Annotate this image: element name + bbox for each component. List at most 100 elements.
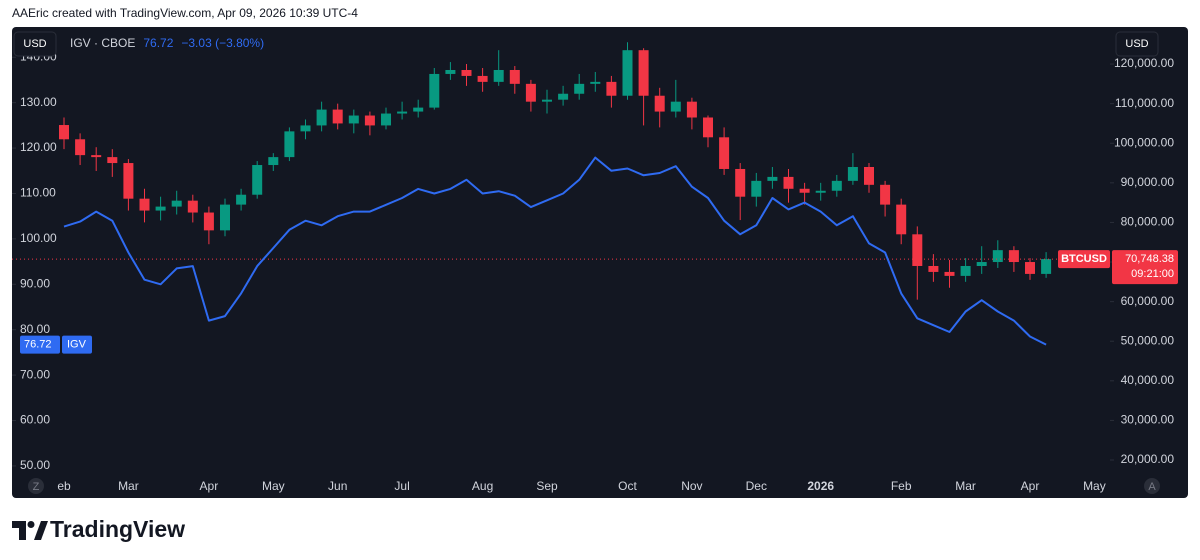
- candle-body: [187, 200, 198, 213]
- y2-tick-label: 30,000.00: [1121, 413, 1175, 427]
- candle-body: [847, 166, 858, 181]
- candle-body: [703, 117, 713, 138]
- x-tick-label: Oct: [618, 479, 637, 493]
- candle-body: [461, 69, 472, 76]
- candle-body: [574, 83, 585, 94]
- symbol-badge-label: BTCUSD: [1061, 253, 1107, 265]
- candle-body: [525, 83, 536, 102]
- legend-change: −3.03 (−3.80%): [181, 36, 264, 50]
- candle-body: [880, 184, 891, 205]
- y2-tick-label: 60,000.00: [1121, 294, 1175, 308]
- y-tick-label: 100.00: [20, 231, 57, 245]
- x-tick-label: 2026: [807, 479, 834, 493]
- y-tick-label: 90.00: [20, 276, 50, 290]
- igv-line: [63, 156, 1047, 346]
- candle-body: [300, 125, 311, 132]
- candle-body: [928, 265, 939, 272]
- symbol-badge: [1058, 250, 1110, 269]
- candle-body: [735, 168, 746, 197]
- candle-body: [477, 75, 488, 82]
- scale-button[interactable]: [1144, 478, 1160, 494]
- candle-body: [976, 262, 987, 266]
- candle-body: [445, 69, 456, 74]
- candle-body: [364, 115, 375, 126]
- y-tick-label: 80.00: [20, 322, 50, 336]
- x-tick-label: Aug: [472, 479, 493, 493]
- candle-body: [1025, 262, 1035, 274]
- candle-body: [622, 50, 633, 96]
- candle-body: [59, 125, 69, 140]
- candle-body: [252, 165, 263, 195]
- candle-body: [638, 50, 649, 96]
- x-tick-label: May: [262, 479, 285, 493]
- candle-body: [509, 69, 520, 84]
- x-tick-label: Apr: [200, 479, 219, 493]
- name-badge-label: IGV: [67, 338, 87, 350]
- candle-body: [815, 190, 826, 193]
- logo-icon: [34, 521, 48, 540]
- scale-button-label[interactable]: Z: [33, 481, 40, 493]
- currency-button[interactable]: [1115, 31, 1159, 57]
- y2-tick-label: 110,000.00: [1115, 96, 1174, 110]
- candle-body: [1041, 259, 1052, 274]
- x-tick-label: Nov: [681, 479, 702, 493]
- price-badge-label: 70,748.38: [1125, 253, 1174, 265]
- value-badge: [20, 335, 60, 354]
- y2-tick-label: 80,000.00: [1121, 215, 1175, 229]
- scale-button[interactable]: [28, 478, 44, 494]
- x-tick-label: Dec: [746, 479, 767, 493]
- candle-body: [316, 109, 327, 126]
- y-tick-label: 60.00: [20, 413, 50, 427]
- y-tick-label: 120.00: [20, 140, 57, 154]
- candle-body: [864, 166, 874, 185]
- y-tick-label: 110.00: [20, 186, 56, 200]
- attribution: AAEric created with TradingView.com, Apr…: [12, 6, 358, 20]
- x-tick-label: May: [1083, 479, 1106, 493]
- logo-icon: [12, 521, 26, 540]
- y2-tick-label: 90,000.00: [1121, 175, 1175, 189]
- x-tick-label: Sep: [536, 479, 558, 493]
- candle-body: [944, 271, 955, 276]
- candle-body: [670, 101, 681, 112]
- logo-icon: [27, 521, 35, 528]
- y-tick-label: 70.00: [20, 367, 50, 381]
- currency-button[interactable]: [13, 31, 57, 57]
- x-tick-label: Mar: [118, 479, 139, 493]
- candle-body: [606, 81, 617, 96]
- candle-body: [236, 194, 247, 205]
- chart-panel: [12, 27, 1188, 498]
- candle-body: [654, 95, 665, 112]
- candle-body: [799, 188, 810, 193]
- value-badge-label: 76.72: [24, 338, 52, 350]
- candle-body: [381, 113, 391, 126]
- candle-body: [75, 139, 86, 156]
- y-tick-label: 50.00: [20, 458, 50, 472]
- candle-body: [107, 157, 118, 164]
- candle-body: [332, 109, 343, 124]
- candle-body: [284, 131, 295, 158]
- currency-right[interactable]: USD: [1125, 38, 1148, 50]
- y-tick-label: 130.00: [20, 95, 57, 109]
- candle-body: [1008, 250, 1019, 263]
- candle-body: [686, 101, 697, 118]
- scale-button-label[interactable]: A: [1148, 481, 1156, 493]
- y2-tick-label: 120,000.00: [1114, 56, 1174, 70]
- candle-body: [493, 69, 504, 82]
- y2-tick-label: 50,000.00: [1121, 333, 1175, 347]
- candle-body: [413, 107, 424, 112]
- candle-body: [203, 212, 214, 231]
- overlay: USD USD IGV · CBOE 76.72 −3.03 (−3.80%): [13, 31, 1159, 57]
- candle-body: [558, 93, 569, 100]
- y2-tick-label: 40,000.00: [1121, 373, 1175, 387]
- legend-name: IGV · CBOE: [70, 36, 135, 50]
- candle-body: [767, 176, 778, 181]
- x-tick-label: Apr: [1021, 479, 1040, 493]
- legend-value: 76.72: [143, 36, 173, 50]
- currency-left[interactable]: USD: [23, 38, 46, 50]
- candle-body: [429, 73, 440, 108]
- candle-body: [397, 111, 408, 114]
- candle-body: [783, 176, 794, 189]
- logo-text: TradingView: [50, 516, 185, 542]
